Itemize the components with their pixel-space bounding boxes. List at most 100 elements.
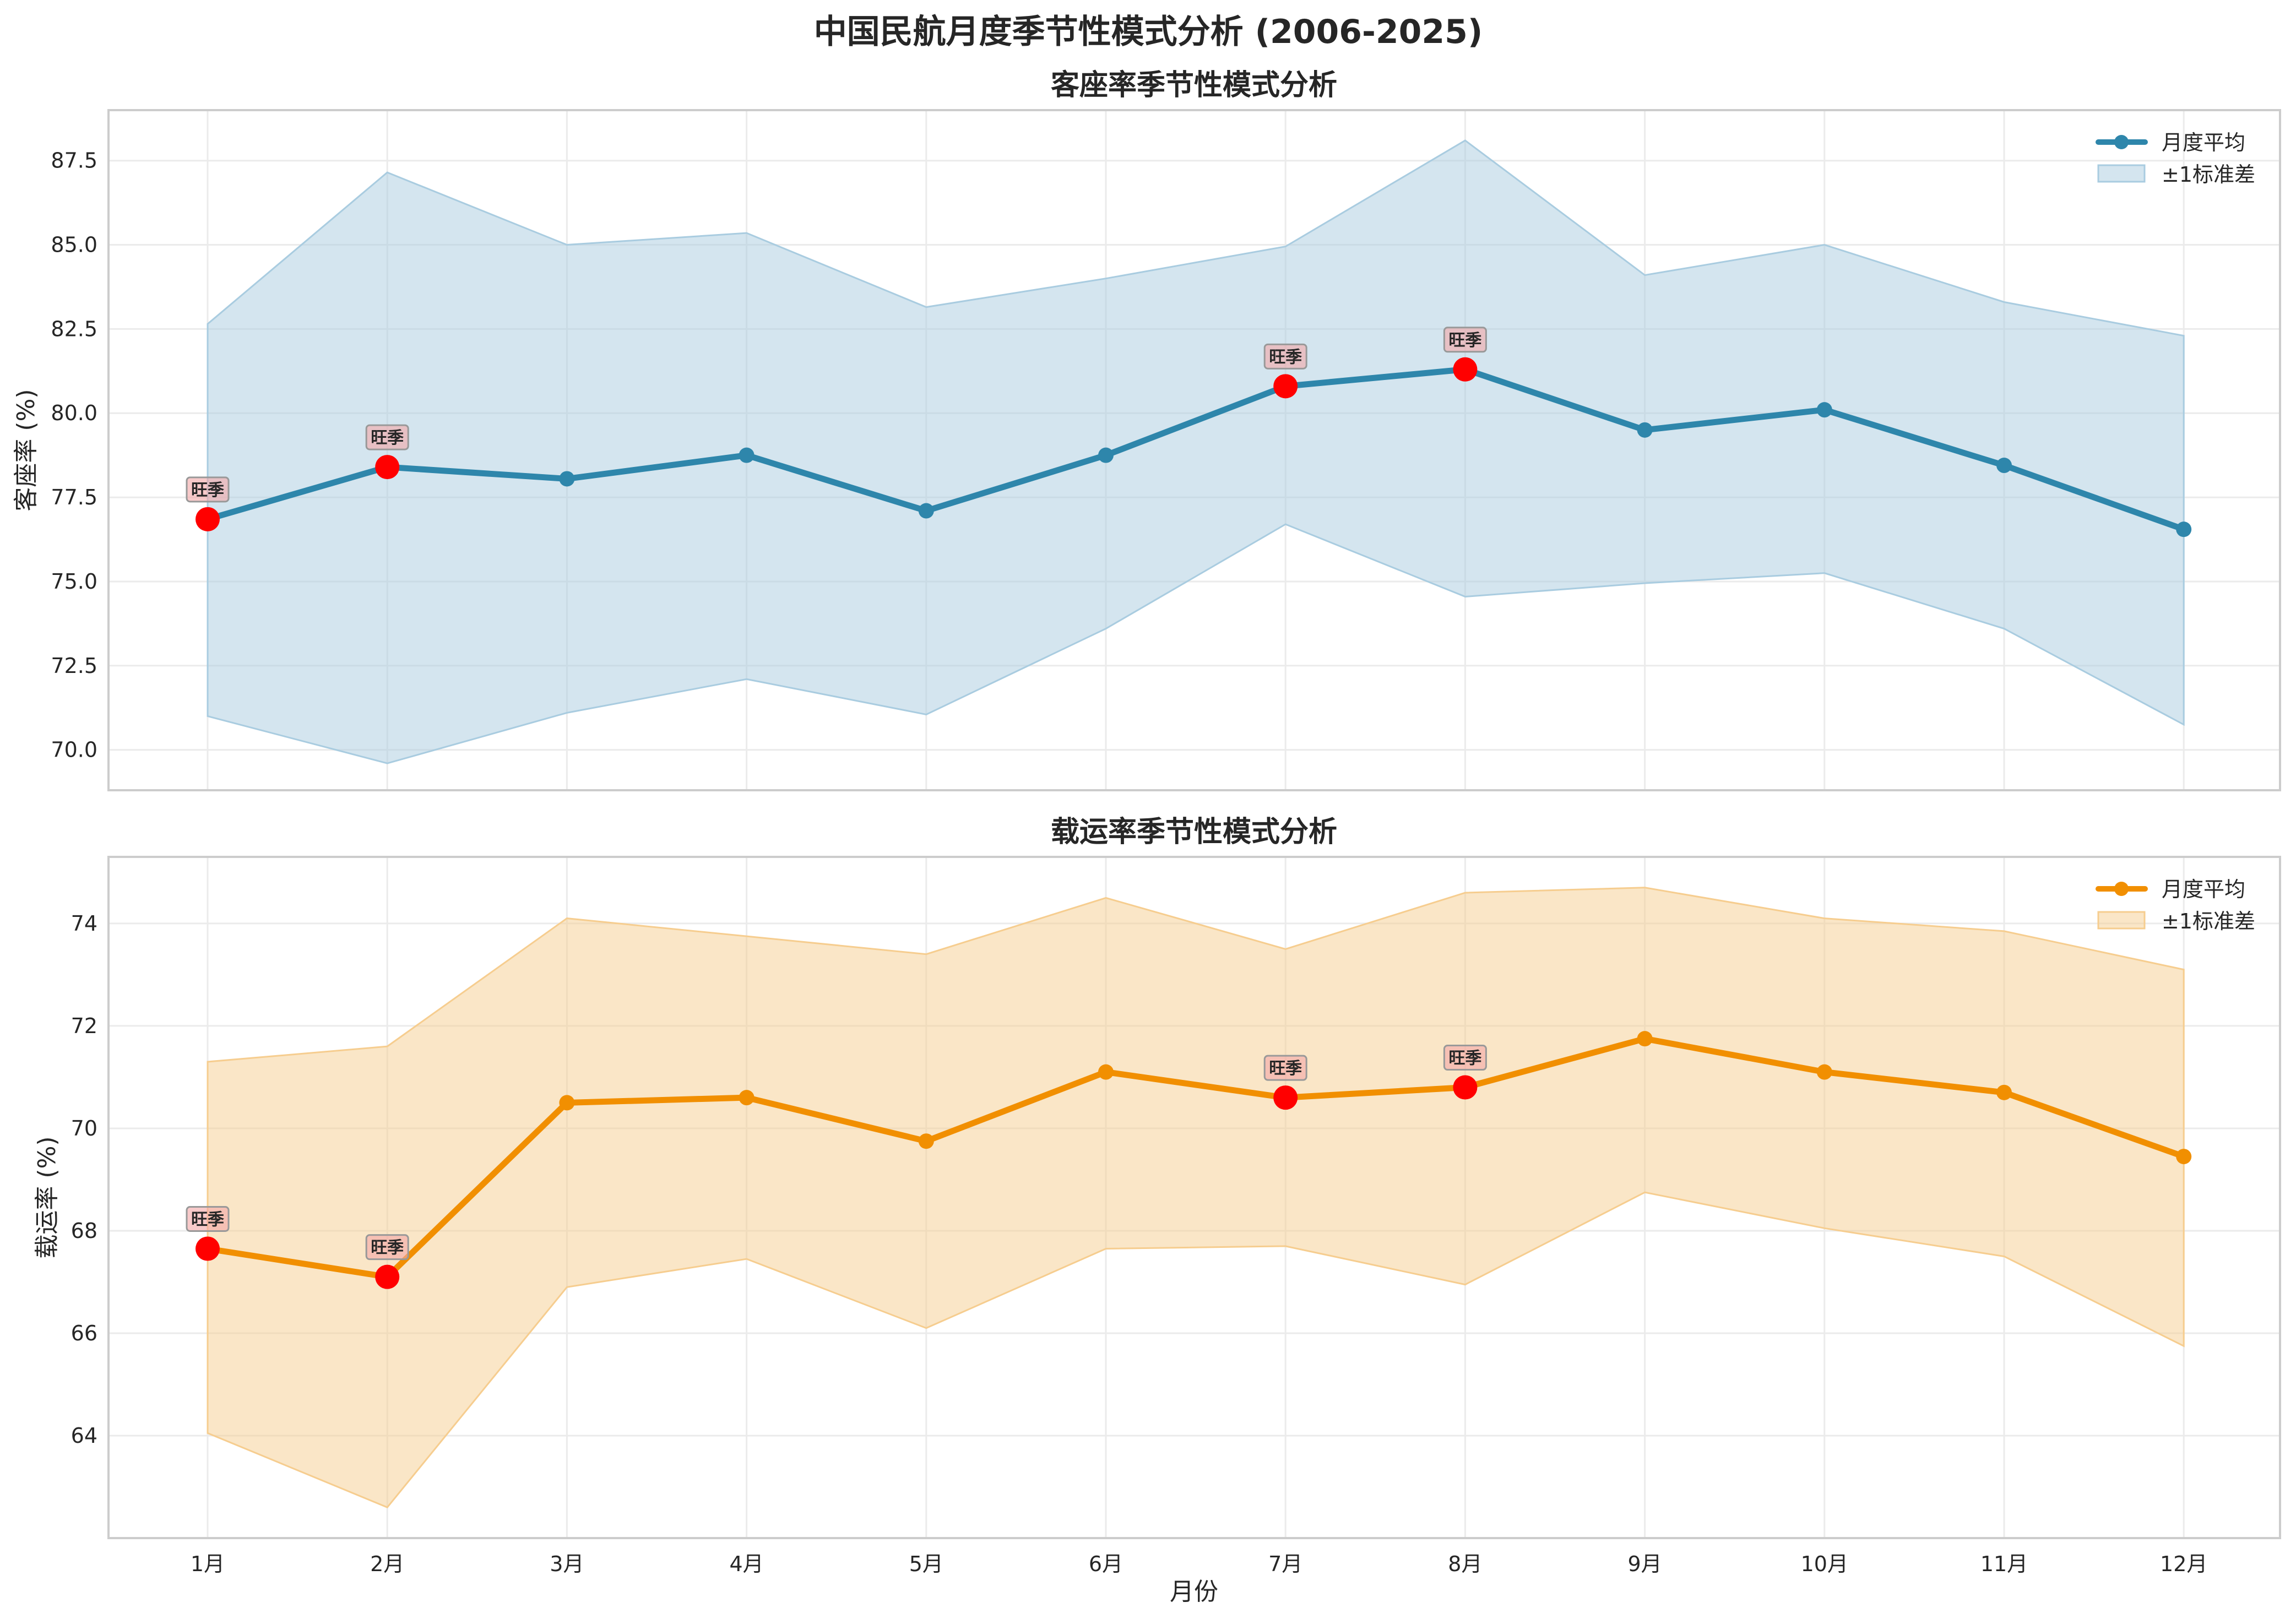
peak-marker [375, 1264, 400, 1289]
data-point [559, 1095, 575, 1111]
peak-label-text: 旺季 [1269, 347, 1302, 367]
x-tick-label: 12月 [2160, 1552, 2207, 1576]
peak-label-box [1443, 327, 1487, 353]
mean-line-path [207, 366, 2185, 533]
y-tick-label: 80.0 [51, 401, 97, 425]
data-point [2176, 1149, 2192, 1165]
data-point [1637, 422, 1653, 438]
data-point [1816, 402, 1832, 418]
peak-label: 旺季 [1443, 1045, 1487, 1071]
std-band-area [207, 139, 2185, 764]
legend-label-mean: 月度平均 [2162, 877, 2245, 901]
y-tick-label: 74 [71, 911, 97, 936]
mean-line [207, 366, 2185, 533]
mean-line [207, 1035, 2185, 1280]
peak-label: 旺季 [186, 476, 230, 503]
x-tick-label: 6月 [1089, 1552, 1123, 1576]
peak-label: 旺季 [365, 424, 409, 450]
peak-marker [196, 507, 220, 531]
legend-band-swatch [2097, 911, 2146, 930]
axes-frame [107, 109, 2281, 791]
y-tick-label: 87.5 [51, 149, 97, 173]
legend-marker-swatch [2114, 882, 2129, 896]
legend: 月度平均 ±1标准差 [2096, 877, 2255, 933]
peak-marker [1273, 1085, 1298, 1110]
peak-label-text: 旺季 [1269, 1059, 1302, 1078]
data-point [2176, 522, 2192, 537]
peak-label-text: 旺季 [191, 1210, 224, 1230]
chart-title: 载运率季节性模式分析 [1051, 816, 1337, 849]
peak-label-text: 旺季 [371, 428, 404, 448]
data-point [1996, 458, 2012, 474]
x-tick-label: 9月 [1628, 1552, 1662, 1576]
data-point [918, 1133, 934, 1149]
x-tick-label: 10月 [1801, 1552, 1848, 1576]
legend-marker-swatch [2114, 135, 2129, 149]
data-point [1637, 1031, 1653, 1047]
peak-label-box [186, 476, 230, 503]
std-band [207, 887, 2185, 1509]
data-point [918, 503, 934, 519]
peak-marker [196, 1236, 220, 1261]
peak-label-box [365, 424, 409, 450]
x-tick-label: 7月 [1268, 1552, 1302, 1576]
data-point [1996, 1084, 2012, 1100]
peak-label-text: 旺季 [191, 481, 224, 500]
y-tick-label: 70.0 [51, 738, 97, 762]
legend-label-std: ±1标准差 [2162, 162, 2255, 187]
axes-frame [107, 856, 2281, 1539]
peak-label-text: 旺季 [1448, 331, 1481, 350]
y-tick-label: 64 [71, 1424, 97, 1448]
peak-label-text: 旺季 [371, 1239, 404, 1258]
peak-label: 旺季 [365, 1234, 409, 1261]
y-ticks: 64 66 68 70 72 74 [71, 911, 97, 1448]
peak-marker [375, 455, 400, 480]
legend-label-mean: 月度平均 [2162, 131, 2245, 155]
y-axis-label: 客座率 (%) [12, 389, 40, 511]
x-tick-label: 11月 [1980, 1552, 2028, 1576]
data-point [739, 447, 755, 463]
peak-label-box [1263, 1055, 1307, 1081]
data-point [1098, 1064, 1114, 1080]
mean-line-path [207, 1035, 2185, 1280]
y-tick-label: 72 [71, 1014, 97, 1038]
chart-title: 客座率季节性模式分析 [1051, 69, 1337, 102]
data-point [559, 471, 575, 487]
x-tick-label: 3月 [550, 1552, 584, 1576]
peak-label: 旺季 [186, 1206, 230, 1232]
peak-marker [1453, 1075, 1478, 1100]
peak-label: 旺季 [1263, 1055, 1307, 1081]
data-point [739, 1090, 755, 1106]
y-tick-label: 85.0 [51, 233, 97, 257]
x-tick-label: 2月 [370, 1552, 404, 1576]
x-axis-label: 月份 [1170, 1578, 1218, 1606]
y-tick-label: 72.5 [51, 654, 97, 678]
std-band [207, 139, 2185, 764]
data-point [1816, 1064, 1832, 1080]
std-band-area [207, 887, 2185, 1509]
peak-label-box [186, 1206, 230, 1232]
y-tick-label: 75.0 [51, 569, 97, 594]
peak-label: 旺季 [1443, 327, 1487, 353]
x-tick-label: 1月 [191, 1552, 225, 1576]
peak-label-box [1263, 343, 1307, 370]
data-point [1098, 447, 1114, 463]
y-tick-label: 77.5 [51, 485, 97, 509]
y-tick-label: 70 [71, 1116, 97, 1140]
peak-label-text: 旺季 [1448, 1049, 1481, 1068]
y-tick-label: 66 [71, 1321, 97, 1345]
y-tick-label: 82.5 [51, 317, 97, 341]
y-axis-label: 载运率 (%) [33, 1136, 61, 1258]
x-tick-label: 8月 [1448, 1552, 1482, 1576]
peak-marker [1273, 374, 1298, 399]
x-tick-label: 4月 [730, 1552, 764, 1576]
legend-band-swatch [2097, 164, 2146, 183]
x-tick-label: 5月 [909, 1552, 943, 1576]
figure-title: 中国民航月度季节性模式分析 (2006-2025) [814, 13, 1483, 51]
y-ticks: 70.0 72.5 75.0 77.5 80.0 82.5 85.0 87.5 [51, 149, 97, 762]
